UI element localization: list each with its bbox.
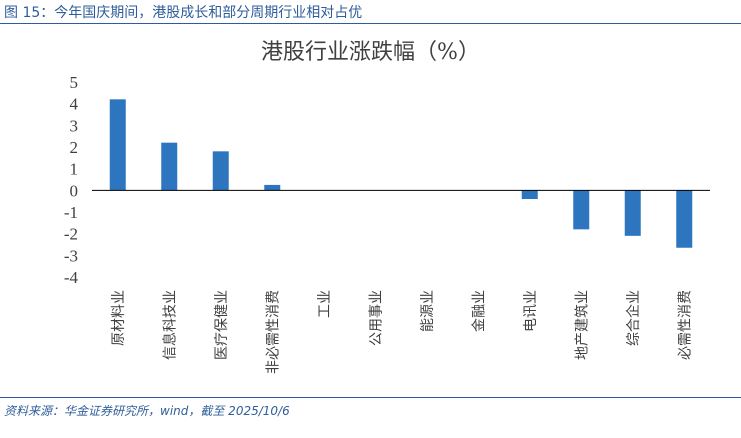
x-category-label: 能源业 [420,290,436,332]
x-category-label: 电讯业 [523,290,539,332]
x-category-label: 原材料业 [111,290,127,346]
x-category-label: 必需性消费 [677,290,693,360]
y-tick-label: -2 [64,225,78,244]
bar [161,142,178,191]
y-tick-label: -3 [64,246,78,265]
x-axis-category-labels: 原材料业 信息科技业 医疗保健业 非必需性消费 工业 公用事业 能源业 金融业 电讯业 地产建筑业… [111,290,694,374]
x-category-label: 地产建筑业 [574,290,590,360]
bar [573,190,590,230]
bar [624,190,641,236]
chart-title: 港股行业涨跌幅（%） [261,40,480,65]
bar [109,99,126,191]
y-tick-label: 1 [70,160,79,179]
y-tick-label: -1 [64,203,78,222]
y-tick-label: 3 [70,116,79,135]
y-tick-label: 4 [70,95,79,114]
bar [264,184,281,191]
x-category-label: 信息科技业 [161,290,178,360]
y-tick-label: 2 [70,138,79,157]
y-axis-tick-labels: 5 4 3 2 1 0 -1 -2 -3 -4 [64,73,79,287]
bar [521,190,538,199]
x-category-label: 工业 [317,290,333,318]
y-tick-label: 5 [70,73,79,92]
bar [676,190,693,248]
y-tick-label: 0 [70,181,79,200]
y-tick-label: -4 [64,268,79,287]
figure-title: 图 15：今年国庆期间，港股成长和部分周期行业相对占优 [4,5,363,21]
x-category-label: 医疗保健业 [214,290,230,360]
source-note: 资料来源：华金证券研究所，wind，截至 2025/10/6 [4,404,290,418]
bars [109,99,693,248]
x-category-label: 金融业 [471,290,487,332]
bar-chart: 5 4 3 2 1 0 -1 -2 -3 -4 原材料业 信息科技业 医疗保健业 非必需性消费 工业 公用事… [64,73,710,374]
bottom-divider [0,397,741,398]
x-category-label: 综合企业 [625,290,642,346]
x-category-label: 公用事业 [368,290,384,346]
bar [212,151,229,191]
top-divider [0,23,741,24]
x-category-label: 非必需性消费 [265,290,281,374]
